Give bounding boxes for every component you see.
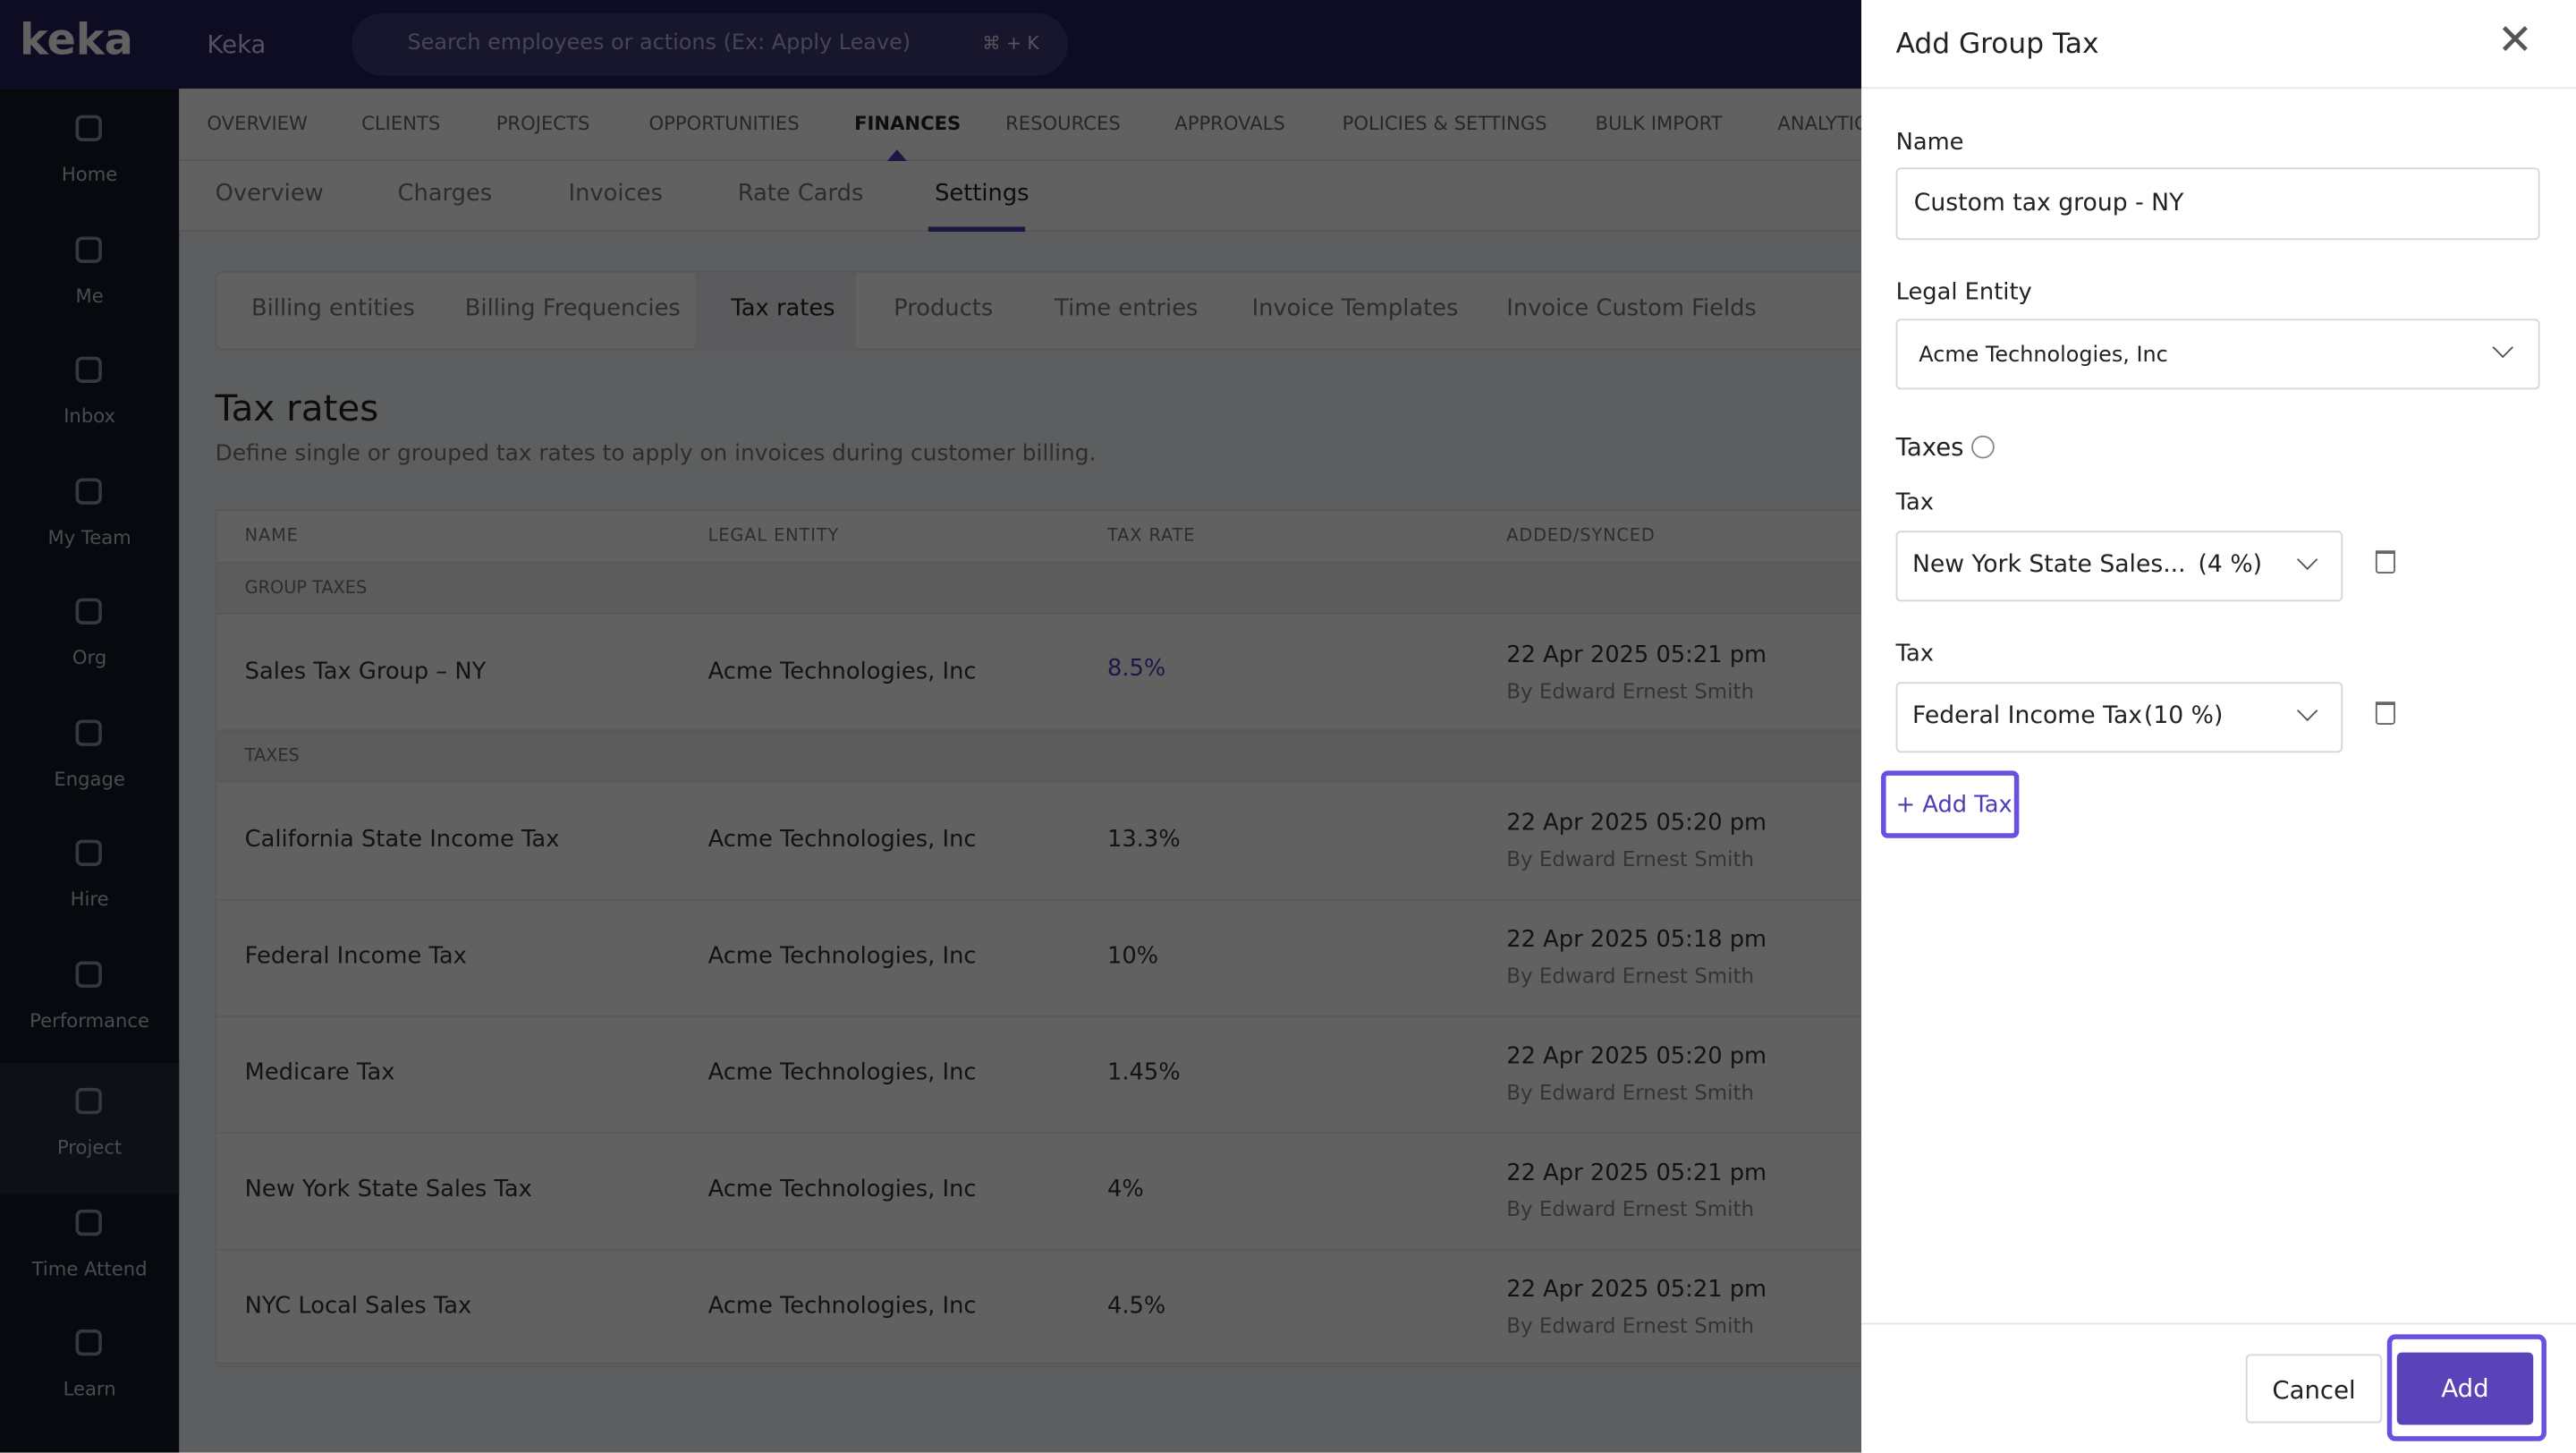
- tax-name: Federal Income Tax: [1911, 702, 2143, 729]
- select-value: Acme Technologies, Inc: [1919, 343, 2168, 369]
- panel-divider: [1861, 87, 2576, 89]
- field-label: Name: [1895, 130, 1964, 157]
- tax-select[interactable]: Federal Income Tax (10 %): [1895, 681, 2343, 752]
- chevron: [2296, 548, 2318, 571]
- text-input[interactable]: Custom tax group - NY: [1895, 167, 2540, 241]
- close-button[interactable]: ✕: [2496, 16, 2533, 66]
- delete-icon[interactable]: [2375, 550, 2395, 574]
- delete-icon[interactable]: [2375, 701, 2395, 725]
- add-label: Add: [2441, 1373, 2489, 1404]
- add-tax-label: + Add Tax: [1895, 792, 2012, 819]
- add-button[interactable]: Add: [2396, 1352, 2534, 1425]
- chevron: [2492, 336, 2513, 359]
- tax-rate: (10 %): [2143, 702, 2224, 729]
- add-highlight: [2386, 1334, 2546, 1441]
- field-label: Tax: [1895, 489, 1935, 516]
- footer-divider: [1861, 1322, 2576, 1325]
- add-tax-button[interactable]: + Add Tax: [1881, 770, 2020, 838]
- field-label: Tax: [1895, 640, 1935, 667]
- side-panel: [1861, 0, 2576, 1453]
- cancel-label: Cancel: [2272, 1375, 2356, 1406]
- chevron: [2296, 699, 2318, 721]
- info-icon[interactable]: [1971, 435, 1995, 459]
- field-label: Legal Entity: [1895, 279, 2032, 306]
- input-value: Custom tax group - NY: [1913, 191, 2184, 217]
- overlay: [0, 0, 1862, 1453]
- cancel-button[interactable]: Cancel: [2245, 1354, 2383, 1423]
- select[interactable]: Acme Technologies, Inc: [1895, 319, 2540, 390]
- panel-title: Add Group Tax: [1895, 28, 2099, 61]
- tax-name: New York State Sales...: [1911, 552, 2186, 579]
- tax-select[interactable]: New York State Sales... (4 %): [1895, 531, 2343, 602]
- tax-rate: (4 %): [2198, 552, 2263, 579]
- section-label: Taxes: [1895, 432, 1964, 463]
